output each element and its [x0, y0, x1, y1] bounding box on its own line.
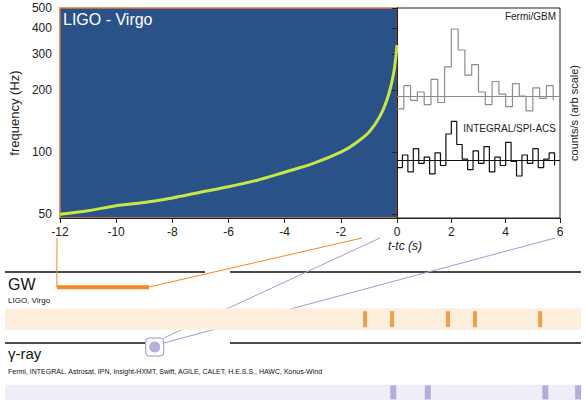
svg-text:-4: -4	[279, 225, 290, 239]
svg-text:INTEGRAL/SPI-ACS: INTEGRAL/SPI-ACS	[463, 123, 556, 134]
svg-text:LIGO, Virgo: LIGO, Virgo	[8, 296, 51, 305]
svg-text:200: 200	[32, 83, 52, 97]
svg-text:-6: -6	[223, 225, 234, 239]
svg-text:GW: GW	[8, 276, 36, 293]
svg-text:500: 500	[32, 1, 52, 15]
svg-text:100: 100	[32, 145, 52, 159]
svg-text:Fermi, INTEGRAL, Astrosat, IPN: Fermi, INTEGRAL, Astrosat, IPN, Insight-…	[8, 368, 322, 376]
svg-text:γ-ray: γ-ray	[8, 345, 42, 362]
svg-text:-2: -2	[335, 225, 346, 239]
svg-text:frequency (Hz): frequency (Hz)	[7, 70, 22, 155]
svg-text:counts/s (arb scale): counts/s (arb scale)	[568, 65, 580, 161]
svg-text:300: 300	[32, 47, 52, 61]
svg-text:-8: -8	[167, 225, 178, 239]
svg-text:2: 2	[448, 225, 455, 239]
svg-text:400: 400	[32, 21, 52, 35]
svg-text:Fermi/GBM: Fermi/GBM	[505, 11, 556, 22]
svg-text:LIGO - Virgo: LIGO - Virgo	[63, 11, 153, 28]
svg-text:t-tc (s): t-tc (s)	[388, 239, 422, 253]
svg-text:4: 4	[502, 225, 509, 239]
svg-text:-10: -10	[107, 225, 125, 239]
svg-text:-12: -12	[51, 225, 69, 239]
svg-text:50: 50	[39, 207, 53, 221]
svg-text:0: 0	[394, 225, 401, 239]
svg-text:6: 6	[557, 225, 564, 239]
